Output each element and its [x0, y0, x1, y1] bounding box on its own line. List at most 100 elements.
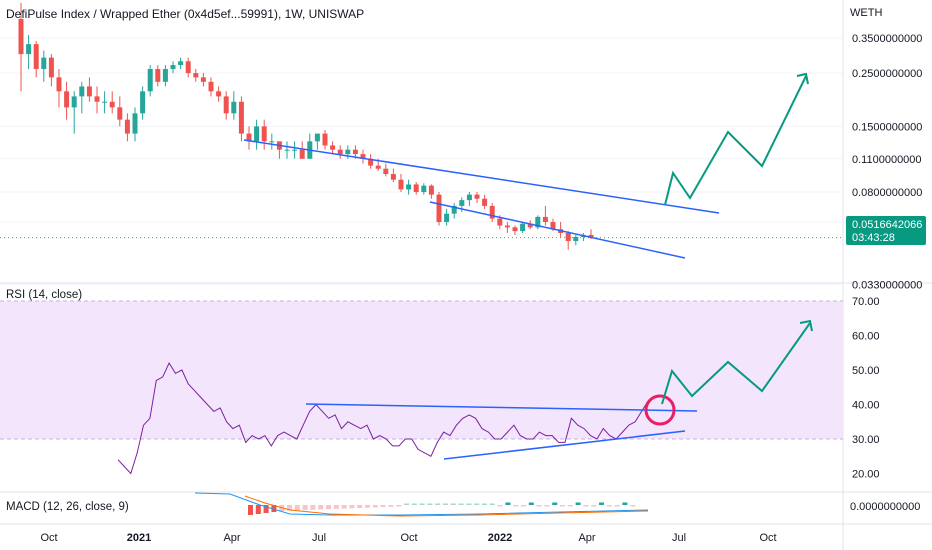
macd-signal-line — [244, 495, 649, 517]
candle-body — [94, 96, 100, 102]
candle-body — [86, 86, 92, 97]
time-axis[interactable]: Oct 2021 Apr Jul Oct 2022 Apr Jul Oct — [40, 532, 776, 544]
macd-histogram-bar — [396, 505, 402, 507]
rsi-pane[interactable] — [0, 300, 843, 475]
candle-body — [292, 149, 298, 151]
macd-histogram-bar — [536, 505, 542, 507]
price-axis[interactable]: 0.3500000000 0.2500000000 0.1500000000 0.11… — [852, 33, 922, 291]
macd-histogram-bar — [599, 502, 604, 505]
candle-body — [223, 96, 229, 114]
candle-body — [140, 91, 146, 114]
last-price-badge — [846, 216, 926, 245]
macd-histogram-bar — [544, 505, 550, 507]
time-tick-label: Oct — [40, 532, 57, 544]
candle-body — [132, 113, 138, 134]
candle-body — [48, 57, 54, 78]
candle-body — [299, 149, 305, 159]
macd-axis-tick: 0.0000000000 — [850, 501, 920, 513]
candle-body — [337, 149, 343, 155]
time-tick-label: Oct — [400, 532, 417, 544]
candle-body — [147, 69, 153, 92]
candle-body — [170, 65, 176, 70]
macd-histogram-bar — [318, 505, 324, 510]
candle-body — [238, 101, 244, 134]
macd-histogram-bar — [614, 505, 620, 507]
rsi-band — [0, 301, 843, 439]
candle-body — [527, 223, 533, 228]
macd-histogram-bar — [248, 505, 253, 515]
macd-histogram-bar — [427, 503, 433, 505]
macd-histogram-bar — [310, 505, 316, 510]
candle-body — [550, 222, 556, 230]
price-tick-label: 0.0330000000 — [852, 279, 922, 291]
candle-body — [117, 107, 123, 120]
candle-body — [489, 205, 495, 219]
macd-histogram-bar — [255, 505, 261, 514]
candle-body — [512, 227, 518, 232]
macd-histogram-bar — [411, 503, 417, 505]
candle-body — [330, 145, 336, 150]
macd-histogram-bar — [263, 505, 269, 513]
candle-body — [26, 44, 32, 55]
time-tick-label: Apr — [223, 532, 240, 544]
macd-histogram-bar — [404, 503, 409, 505]
time-tick-label: Apr — [578, 532, 595, 544]
macd-histogram-bar — [326, 505, 331, 510]
price-tick-label: 0.3500000000 — [852, 33, 922, 45]
macd-pane[interactable] — [194, 492, 649, 517]
projection-arrowhead — [796, 72, 809, 85]
rsi-axis[interactable]: 70.00 60.00 50.00 40.00 30.00 20.00 — [852, 296, 880, 481]
macd-histogram-bar — [528, 502, 534, 505]
macd-histogram-bar — [482, 503, 487, 505]
macd-histogram-bar — [271, 505, 277, 512]
macd-histogram-bar — [606, 505, 612, 507]
macd-histogram-bar — [450, 503, 456, 505]
macd-title: MACD (12, 26, close, 9) — [6, 501, 129, 513]
candle-body — [109, 101, 115, 108]
macd-histogram-bar — [287, 505, 292, 511]
price-pane[interactable] — [0, 2, 843, 285]
candle-body — [413, 184, 419, 192]
macd-histogram-bar — [575, 502, 581, 505]
candle-body — [246, 133, 252, 142]
price-tick-label: 0.0800000000 — [852, 187, 922, 199]
candle-body — [269, 141, 275, 143]
macd-histogram-bar — [294, 505, 300, 511]
candle-body — [390, 174, 396, 180]
candle-body — [573, 236, 579, 242]
macd-histogram-bar — [419, 503, 425, 505]
price-tick-label: 0.1100000000 — [852, 154, 922, 166]
rsi-projection-path — [661, 322, 811, 405]
projection-path — [664, 75, 807, 206]
candle-body — [588, 234, 594, 238]
candle-body — [345, 149, 351, 155]
time-tick-label: 2022 — [488, 532, 512, 544]
candle-body — [216, 91, 222, 97]
macd-histogram-bar — [513, 505, 519, 507]
candle-body — [474, 194, 480, 199]
candle-body — [124, 119, 130, 134]
macd-histogram-bar — [622, 502, 628, 505]
macd-histogram-bar — [505, 502, 511, 505]
candle-body — [504, 225, 510, 228]
candle-body — [398, 179, 404, 190]
candle-body — [383, 168, 389, 175]
macd-histogram-bar — [521, 505, 526, 507]
macd-histogram-bar — [443, 503, 448, 505]
candle-body — [162, 69, 168, 82]
candle-body — [18, 18, 24, 55]
candle-body — [200, 77, 206, 82]
trendline-upper — [243, 139, 720, 214]
candle-body — [565, 232, 571, 242]
macd-histogram-bar — [388, 505, 394, 507]
rsi-title: RSI (14, close) — [6, 289, 82, 301]
rsi-support-line — [443, 430, 686, 460]
candle-body — [497, 218, 503, 226]
candle-body — [451, 205, 457, 214]
candle-body — [102, 101, 108, 103]
time-tick-label: Jul — [672, 532, 686, 544]
candle-body — [231, 101, 237, 114]
candle-body — [466, 194, 472, 201]
candle-body — [428, 185, 434, 195]
